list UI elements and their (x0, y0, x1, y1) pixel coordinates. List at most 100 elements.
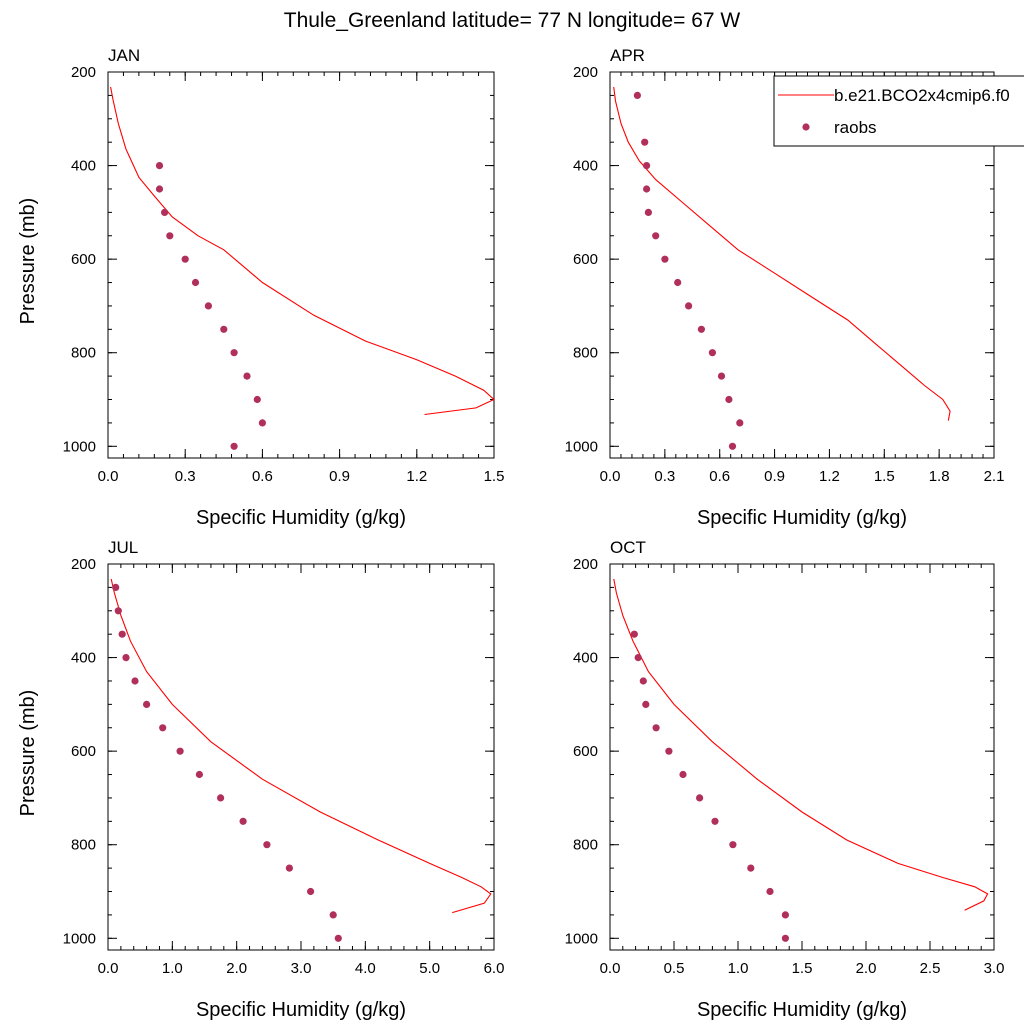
raobs-point (155, 162, 164, 170)
raobs-point (204, 302, 212, 310)
raobs-point (161, 208, 169, 216)
x-tick-label: 1.5 (484, 468, 505, 485)
raobs-point (641, 138, 649, 146)
y-tick-label: 400 (573, 158, 598, 175)
raobs-point (633, 91, 642, 99)
y-tick-label: 800 (573, 837, 598, 854)
y-tick-label: 800 (573, 345, 598, 362)
raobs-point (263, 841, 271, 849)
raobs-point (679, 770, 687, 779)
raobs-point (166, 232, 174, 240)
raobs-point (652, 724, 660, 732)
x-tick-label: 1.2 (819, 468, 840, 485)
y-tick-label: 200 (71, 64, 96, 81)
panel-apr: 0.0 0.3 0.6 0.9 1.2 1.5 1.8 2.1 200 400 600 800 1000… (565, 46, 1005, 529)
panel-oct: 0.0 0.5 1.0 1.5 2.0 2.5 3.0 200 400 600 800 1000 OCT… (565, 538, 1005, 1021)
raobs-point (230, 442, 238, 450)
raobs-point (195, 770, 203, 779)
x-tick-label: 5.0 (419, 960, 440, 977)
x-tick-label: 2.0 (226, 960, 247, 977)
x-tick-label: 0.0 (98, 960, 119, 977)
model-line-jul (110, 578, 492, 914)
raobs-point (728, 442, 737, 450)
y-tick-label: 1000 (63, 930, 96, 947)
raobs-point (708, 349, 717, 357)
x-tick-label: 2.1 (984, 468, 1005, 485)
raobs-point (181, 255, 189, 263)
y-tick-label: 1000 (565, 930, 598, 947)
x-tick-label: 0.0 (600, 960, 621, 977)
raobs-point (652, 232, 660, 240)
x-tick-label: 0.3 (175, 468, 196, 485)
raobs-point (243, 372, 251, 380)
raobs-point (781, 911, 790, 919)
raobs-point (725, 395, 733, 404)
y-tick-label: 800 (71, 837, 96, 854)
raobs-point (639, 677, 647, 685)
raobs-point (253, 395, 261, 404)
x-tick-label: 2.5 (920, 960, 941, 977)
y-axis-label: Pressure (mb) (17, 198, 39, 325)
raobs-point (191, 278, 200, 287)
raobs-point (239, 817, 247, 825)
raobs-point (781, 934, 790, 942)
x-tick-label: 1.2 (406, 468, 427, 485)
panel-title-apr: APR (610, 46, 645, 65)
raobs-point (131, 677, 139, 685)
x-tick-label: 0.5 (664, 960, 685, 977)
panel-title-jan: JAN (108, 46, 140, 65)
raobs-point (766, 887, 774, 896)
raobs-point (685, 302, 693, 310)
x-tick-label: 0.0 (600, 468, 621, 485)
raobs-point (329, 911, 337, 919)
y-tick-label: 600 (573, 743, 598, 760)
x-axis-label: Specific Humidity (g/kg) (697, 999, 907, 1021)
x-tick-label: 4.0 (355, 960, 376, 977)
model-line-jan (110, 86, 495, 416)
y-tick-label: 600 (71, 251, 96, 268)
x-tick-label: 2.0 (856, 960, 877, 977)
raobs-point (285, 864, 293, 872)
raobs-point (334, 934, 342, 942)
x-tick-label: 3.0 (984, 960, 1005, 977)
raobs-point (665, 747, 673, 755)
x-tick-label: 1.8 (929, 468, 950, 485)
x-axis-label: Specific Humidity (g/kg) (196, 999, 406, 1021)
raobs-point (747, 864, 755, 872)
x-tick-label: 0.3 (654, 468, 675, 485)
raobs-point (644, 208, 653, 216)
x-tick-label: 6.0 (484, 960, 505, 977)
raobs-point (643, 185, 651, 193)
y-tick-label: 200 (573, 556, 598, 573)
raobs-point (630, 630, 638, 638)
y-tick-label: 800 (71, 345, 96, 362)
y-tick-label: 1000 (565, 438, 598, 455)
panel-title-oct: OCT (610, 538, 646, 557)
legend-box (773, 75, 1024, 147)
x-axis-label: Specific Humidity (g/kg) (697, 507, 907, 529)
panel-jul: 0.0 1.0 2.0 3.0 4.0 5.0 6.0 200 400 600 800 1000 JUL… (17, 538, 504, 1021)
model-line-oct (613, 578, 989, 911)
legend-obs-marker (802, 123, 810, 131)
x-tick-label: 1.5 (874, 468, 895, 485)
raobs-point (220, 325, 228, 333)
x-tick-label: 0.6 (709, 468, 730, 485)
y-tick-label: 200 (573, 64, 598, 81)
raobs-point (717, 372, 726, 380)
plot-frame (609, 71, 995, 459)
x-tick-label: 1.5 (792, 960, 813, 977)
x-tick-label: 1.0 (728, 960, 749, 977)
legend-model-label: b.e21.BCO2x4cmip6.f0 (834, 86, 1010, 105)
legend-obs-label: raobs (834, 118, 877, 137)
raobs-point (634, 654, 642, 662)
model-line-apr (613, 86, 951, 421)
panel-title-jul: JUL (108, 538, 138, 557)
x-tick-label: 0.9 (764, 468, 785, 485)
raobs-point (114, 607, 122, 615)
raobs-point (112, 583, 120, 592)
raobs-point (217, 794, 225, 802)
raobs-point (258, 419, 266, 427)
raobs-point (674, 278, 682, 287)
legend: b.e21.BCO2x4cmip6.f0 raobs (773, 75, 1024, 147)
figure-title: Thule_Greenland latitude= 77 N longitude… (284, 9, 741, 32)
